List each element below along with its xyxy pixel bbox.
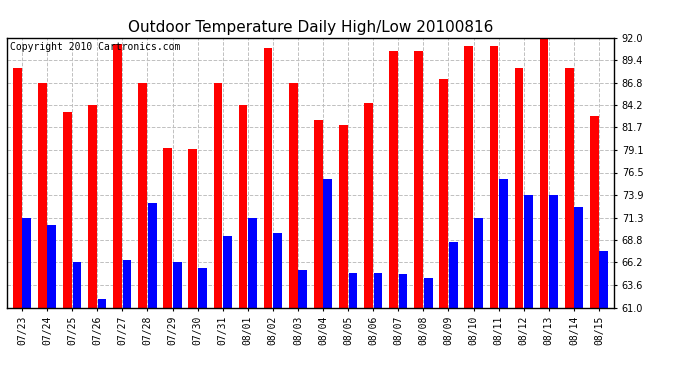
Text: Copyright 2010 Cartronics.com: Copyright 2010 Cartronics.com (10, 42, 180, 51)
Bar (63, 111, 72, 308)
Bar (113, 45, 122, 308)
Bar (223, 236, 232, 308)
Bar (424, 278, 433, 308)
Bar (389, 51, 398, 308)
Bar (339, 124, 348, 308)
Bar (248, 218, 257, 308)
Bar (348, 273, 357, 308)
Bar (97, 299, 106, 307)
Bar (164, 148, 172, 308)
Bar (188, 149, 197, 308)
Bar (298, 270, 307, 308)
Bar (565, 68, 573, 308)
Bar (213, 83, 222, 308)
Bar (574, 207, 583, 308)
Bar (88, 105, 97, 308)
Bar (590, 116, 599, 308)
Bar (48, 225, 56, 308)
Bar (524, 195, 533, 308)
Bar (239, 105, 248, 308)
Bar (148, 203, 157, 308)
Title: Outdoor Temperature Daily High/Low 20100816: Outdoor Temperature Daily High/Low 20100… (128, 20, 493, 35)
Bar (499, 178, 508, 308)
Bar (273, 234, 282, 308)
Bar (72, 262, 81, 308)
Bar (173, 262, 181, 308)
Bar (264, 48, 273, 308)
Bar (314, 120, 323, 308)
Bar (540, 38, 549, 308)
Bar (364, 103, 373, 308)
Bar (22, 218, 31, 308)
Bar (489, 46, 498, 308)
Bar (399, 274, 408, 308)
Bar (549, 195, 558, 308)
Bar (138, 83, 147, 308)
Bar (38, 83, 47, 308)
Bar (449, 242, 457, 308)
Bar (474, 218, 483, 308)
Bar (440, 79, 448, 308)
Bar (123, 260, 132, 308)
Bar (600, 251, 608, 308)
Bar (289, 83, 297, 308)
Bar (373, 273, 382, 308)
Bar (414, 51, 423, 308)
Bar (198, 268, 207, 308)
Bar (324, 178, 332, 308)
Bar (464, 46, 473, 308)
Bar (13, 68, 21, 308)
Bar (515, 68, 524, 308)
